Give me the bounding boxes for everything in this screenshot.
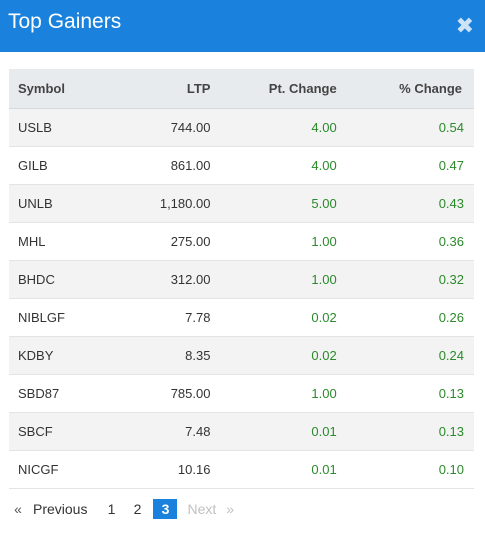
cell-ltp: 10.16 [177,461,211,477]
cell-symbol[interactable]: NIBLGF [18,309,65,325]
first-page-icon[interactable]: « [14,501,22,517]
table-row: NICGF 10.16 0.01 0.10 [9,450,474,488]
gainers-table: Symbol LTP Pt. Change % Change USLB 744.… [9,69,474,489]
cell-pt-change: 0.01 [311,461,337,477]
column-header-pt-change[interactable]: Pt. Change [268,80,337,96]
table-row: SBCF 7.48 0.01 0.13 [9,412,474,450]
table-row: NIBLGF 7.78 0.02 0.26 [9,298,474,336]
cell-pt-change: 1.00 [311,385,337,401]
cell-ltp: 1,180.00 [159,195,211,211]
table-row: MHL 275.00 1.00 0.36 [9,222,474,260]
cell-pt-change: 0.01 [311,423,337,439]
table-row: KDBY 8.35 0.02 0.24 [9,336,474,374]
modal-header: Top Gainers ✖ [0,0,485,52]
cell-pct-change: 0.24 [438,347,464,363]
last-page-icon: » [226,501,235,517]
pagination: « Previous 1 2 3 Next » [9,498,240,520]
cell-ltp: 7.78 [185,309,211,325]
cell-symbol[interactable]: BHDC [18,271,55,287]
close-icon[interactable]: ✖ [455,13,474,38]
cell-ltp: 275.00 [170,233,211,249]
table-row: BHDC 312.00 1.00 0.32 [9,260,474,298]
table-row: USLB 744.00 4.00 0.54 [9,108,474,146]
cell-pct-change: 0.36 [438,233,464,249]
cell-pct-change: 0.13 [438,423,464,439]
table-row: GILB 861.00 4.00 0.47 [9,146,474,184]
cell-symbol[interactable]: MHL [18,233,46,249]
cell-ltp: 7.48 [185,423,211,439]
table-header-row: Symbol LTP Pt. Change % Change [9,69,474,108]
cell-pt-change: 1.00 [311,233,337,249]
cell-ltp: 861.00 [170,157,211,173]
cell-pct-change: 0.47 [438,157,464,173]
column-header-pct-change[interactable]: % Change [399,80,462,96]
cell-pct-change: 0.10 [438,461,464,477]
cell-pt-change: 0.02 [311,309,337,325]
cell-symbol[interactable]: SBCF [18,423,53,439]
cell-ltp: 8.35 [185,347,211,363]
cell-symbol[interactable]: NICGF [18,461,59,477]
gainers-table-container: Symbol LTP Pt. Change % Change USLB 744.… [9,69,474,489]
previous-page-button[interactable]: Previous [33,501,88,517]
cell-pct-change: 0.43 [438,195,464,211]
cell-pt-change: 4.00 [311,157,337,173]
cell-pt-change: 0.02 [311,347,337,363]
cell-symbol[interactable]: SBD87 [18,385,60,401]
cell-pt-change: 4.00 [311,119,337,135]
cell-pct-change: 0.26 [438,309,464,325]
column-header-ltp[interactable]: LTP [186,80,211,96]
cell-pct-change: 0.54 [438,119,464,135]
cell-ltp: 744.00 [170,119,211,135]
table-row: UNLB 1,180.00 5.00 0.43 [9,184,474,222]
cell-pt-change: 5.00 [311,195,337,211]
cell-ltp: 312.00 [170,271,211,287]
cell-symbol[interactable]: UNLB [18,195,53,211]
table-row: SBD87 785.00 1.00 0.13 [9,374,474,412]
next-page-button: Next [187,501,217,517]
cell-pct-change: 0.32 [438,271,464,287]
cell-symbol[interactable]: USLB [18,119,52,135]
cell-symbol[interactable]: GILB [18,157,48,173]
page-1-button[interactable]: 1 [107,501,116,517]
column-header-symbol[interactable]: Symbol [18,80,65,96]
modal-title: Top Gainers [8,10,122,33]
cell-pct-change: 0.13 [438,385,464,401]
page-3-button[interactable]: 3 [153,499,178,519]
page-2-button[interactable]: 2 [133,501,142,517]
cell-symbol[interactable]: KDBY [18,347,54,363]
cell-ltp: 785.00 [170,385,211,401]
cell-pt-change: 1.00 [311,271,337,287]
